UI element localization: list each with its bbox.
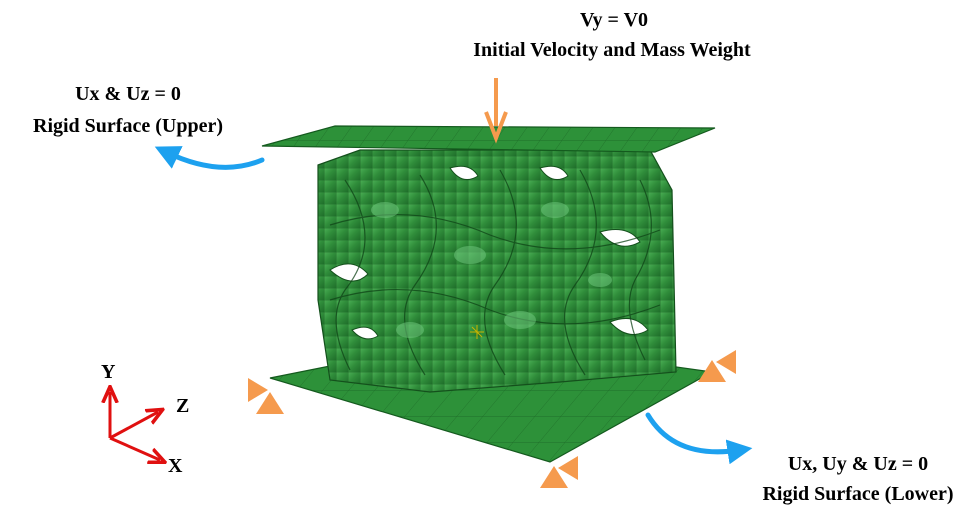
upper-rigid-surface — [261, 125, 716, 153]
top-label-line1: Vy = V0 — [580, 9, 648, 31]
boundary-supports — [248, 350, 736, 488]
gyroid-lattice — [317, 149, 677, 393]
axis-x-label: X — [168, 455, 183, 477]
upper-constraint-arrow — [154, 146, 265, 170]
support-left-side — [248, 378, 268, 402]
lower-label-line1: Ux, Uy & Uz = 0 — [788, 453, 928, 475]
upper-label-line2: Rigid Surface (Upper) — [33, 115, 223, 137]
coordinate-axes: Y Z X — [101, 361, 189, 477]
support-left-bottom — [256, 392, 284, 414]
lower-label-line2: Rigid Surface (Lower) — [762, 483, 953, 505]
lower-constraint-arrow — [645, 412, 753, 465]
top-label-line2: Initial Velocity and Mass Weight — [473, 39, 751, 61]
axis-z-label: Z — [176, 395, 189, 417]
support-front-bottom — [540, 466, 568, 488]
support-right-side — [716, 350, 736, 374]
axis-y-label: Y — [101, 361, 116, 383]
support-right-bottom — [698, 360, 726, 382]
upper-label-line1: Ux & Uz = 0 — [75, 83, 181, 105]
velocity-arrow — [484, 78, 508, 144]
support-front-side — [558, 456, 578, 480]
